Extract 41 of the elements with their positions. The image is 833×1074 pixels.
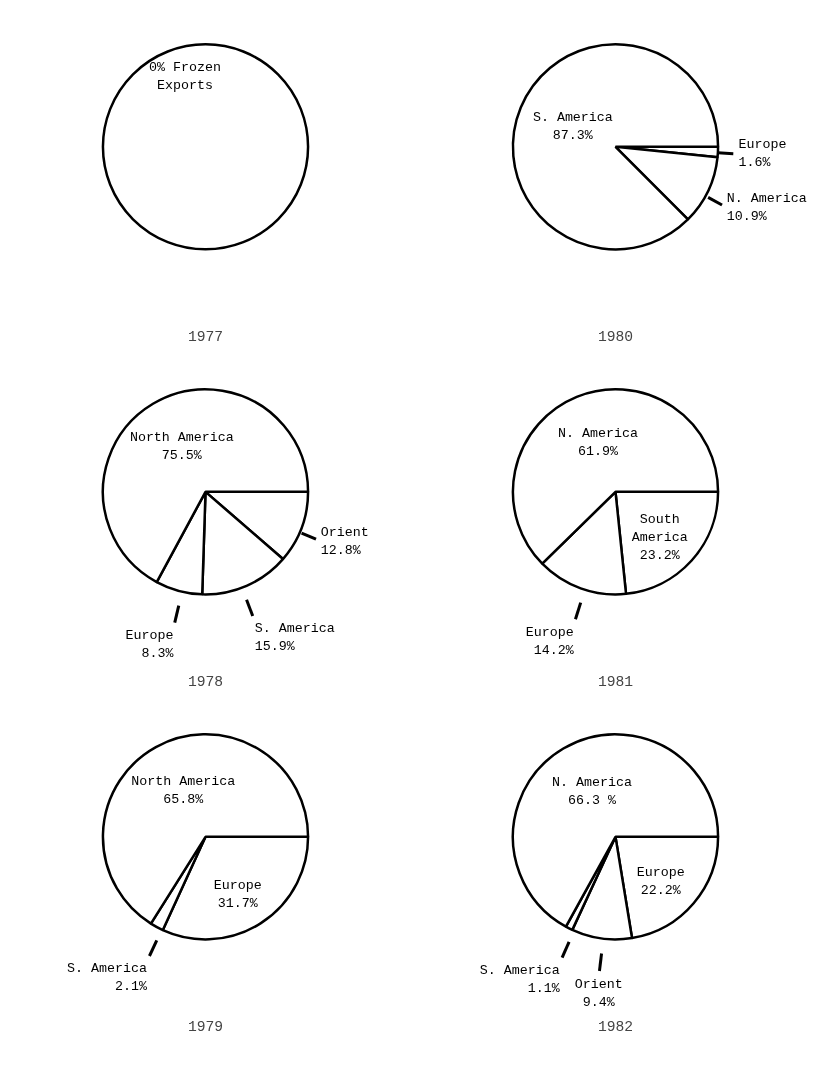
data-label: 2.1% <box>115 979 148 995</box>
slice-label: North America <box>131 773 236 789</box>
text: 1980 <box>597 328 634 345</box>
data-label: 75.5% <box>161 447 202 463</box>
slice-label: Europe <box>213 877 262 893</box>
slice-label: North America <box>129 429 234 445</box>
data-label: 1.1% <box>527 980 560 996</box>
slice-label: S. America <box>532 110 613 126</box>
data-label: 23.2% <box>639 548 680 564</box>
slice-label: Europe <box>738 137 787 153</box>
data-label: 14.2% <box>533 642 574 658</box>
slice-label: N. America <box>552 774 633 790</box>
slice-label: N. America <box>558 426 639 442</box>
slice-label: N. America <box>726 191 807 207</box>
data-label: 1.6% <box>738 155 771 171</box>
text: 1978 <box>187 673 224 690</box>
text: 1977 <box>187 328 224 345</box>
data-label: 10.9% <box>726 209 767 225</box>
text: 0% Frozen Exports <box>149 59 221 93</box>
data-label: 9.4% <box>582 994 615 1010</box>
data-label: 31.7% <box>217 895 258 911</box>
slice-label: S. America <box>254 621 335 637</box>
slice-label: Orient <box>574 976 623 992</box>
data-label: 22.2% <box>640 882 681 898</box>
slice-label: Europe <box>125 628 174 644</box>
data-label: 8.3% <box>141 646 174 662</box>
slice-label: Orient <box>320 524 369 540</box>
text: 1979 <box>187 1018 224 1035</box>
data-label: 61.9% <box>578 444 619 460</box>
slice-label: S. America <box>67 961 148 977</box>
text: 1981 <box>597 673 634 690</box>
text: 1982 <box>597 1018 634 1035</box>
slice-label: S. America <box>479 962 560 978</box>
data-label: 15.9% <box>254 639 295 655</box>
data-label: 65.8% <box>163 791 204 807</box>
slice-label: Europe <box>636 864 685 880</box>
slice-label: Europe <box>525 624 574 640</box>
data-label: 87.3% <box>552 128 593 144</box>
slice-label: South America <box>631 512 688 546</box>
data-label: 12.8% <box>320 542 361 558</box>
data-label: 66.3 % <box>568 792 617 808</box>
